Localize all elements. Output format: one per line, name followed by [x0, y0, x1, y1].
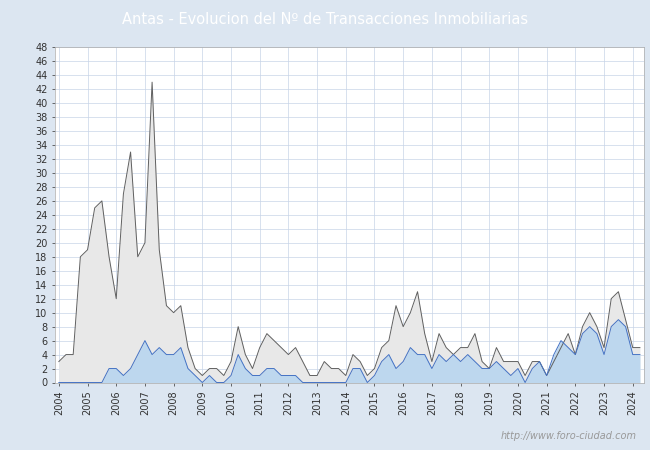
- Text: http://www.foro-ciudad.com: http://www.foro-ciudad.com: [501, 431, 637, 441]
- Text: Antas - Evolucion del Nº de Transacciones Inmobiliarias: Antas - Evolucion del Nº de Transaccione…: [122, 12, 528, 27]
